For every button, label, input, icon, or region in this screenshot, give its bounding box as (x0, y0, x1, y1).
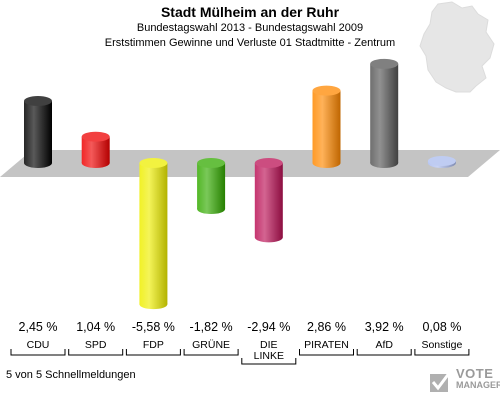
reporting-status: 5 von 5 Schnellmeldungen (6, 369, 136, 381)
category-bracket (356, 349, 412, 356)
value-label: 2,45 % (19, 320, 58, 334)
checkmark-logo-icon (430, 371, 452, 392)
chart-title: Stadt Mülheim an der Ruhr (160, 4, 340, 20)
germany-map-icon (419, 1, 495, 93)
category-bracket (183, 349, 239, 356)
logo-text-vote: VOTE (456, 366, 494, 381)
bar-cdu (24, 96, 52, 168)
category-bracket (241, 358, 297, 365)
value-label: 1,04 % (76, 320, 115, 334)
category-label: PIRATEN (304, 339, 349, 351)
category-bracket (299, 349, 354, 356)
category-label: SPD (85, 339, 107, 351)
chart-header: Stadt Mülheim an der Ruhr Bundestagswahl… (0, 4, 500, 51)
bar-die-linke (254, 158, 283, 243)
category-label: GRÜNE (192, 339, 230, 351)
value-label: -2,94 % (247, 320, 290, 334)
category-label: CDU (27, 339, 50, 351)
bar-piraten (312, 85, 341, 168)
bar-sonstige (427, 155, 456, 168)
bar-grüne (197, 158, 226, 215)
bar-afd (370, 58, 399, 168)
value-label: 0,08 % (422, 320, 461, 334)
chart-subtitle-election: Bundestagswahl 2013 - Bundestagswahl 200… (136, 22, 364, 34)
value-label: -1,82 % (190, 320, 233, 334)
category-label: AfD (375, 339, 393, 351)
bar-spd (81, 131, 110, 168)
category-bracket (414, 349, 470, 356)
category-bracket (125, 349, 181, 356)
category-bracket (10, 349, 66, 356)
category-bracket (68, 349, 124, 356)
category-label: LINKE (254, 350, 284, 362)
chart-subtitle-district: Erststimmen Gewinne und Verluste 01 Stad… (104, 37, 396, 49)
value-label: 2,86 % (307, 320, 346, 334)
category-label: DIE (260, 339, 278, 351)
baseline-band (0, 150, 500, 177)
category-label: Sonstige (421, 339, 462, 351)
value-label: -5,58 % (132, 320, 175, 334)
bar-fdp (139, 158, 168, 310)
logo-text-manager: MANAGER (456, 380, 500, 390)
votemanager-logo: VOTE MANAGER (428, 366, 500, 396)
value-label: 3,92 % (365, 320, 404, 334)
category-label: FDP (143, 339, 164, 351)
